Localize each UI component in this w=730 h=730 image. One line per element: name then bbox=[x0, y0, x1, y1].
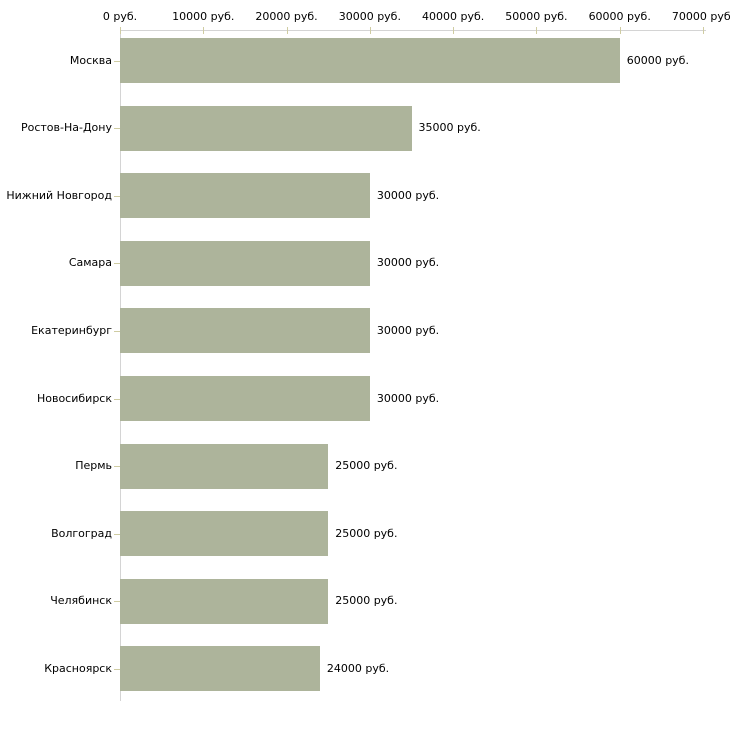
value-label: 30000 руб. bbox=[376, 323, 440, 337]
y-tick-mark bbox=[114, 195, 120, 197]
x-tick-label: 50000 руб. bbox=[505, 10, 568, 23]
bar bbox=[120, 511, 329, 557]
x-tick-mark bbox=[453, 27, 455, 34]
category-label: Нижний Новгород bbox=[6, 188, 112, 202]
bar bbox=[120, 376, 370, 421]
value-label: 25000 руб. bbox=[335, 594, 398, 608]
bar bbox=[120, 578, 329, 624]
y-tick-mark bbox=[114, 263, 120, 265]
x-tick-label: 60000 руб. bbox=[588, 10, 651, 23]
x-tick-label: 30000 руб. bbox=[338, 10, 401, 23]
x-tick-mark bbox=[703, 27, 704, 34]
x-tick-mark bbox=[120, 27, 121, 34]
x-tick-mark bbox=[369, 27, 371, 34]
x-tick-mark bbox=[619, 27, 621, 34]
category-label: Пермь bbox=[75, 459, 112, 473]
y-axis-line bbox=[120, 30, 121, 701]
value-label: 30000 руб. bbox=[376, 391, 440, 405]
x-tick-label: 70000 руб. bbox=[671, 10, 730, 23]
bar bbox=[120, 240, 370, 286]
x-tick-mark bbox=[286, 27, 288, 34]
x-tick-label: 20000 руб. bbox=[255, 10, 318, 23]
y-tick-mark bbox=[114, 668, 120, 670]
y-tick-mark bbox=[114, 466, 120, 468]
value-label: 35000 руб. bbox=[418, 121, 481, 135]
category-label: Москва bbox=[69, 53, 112, 67]
value-label: 25000 руб. bbox=[335, 459, 398, 473]
category-label: Красноярск bbox=[44, 661, 112, 675]
y-tick-mark bbox=[114, 128, 120, 130]
bar bbox=[120, 443, 329, 489]
bar bbox=[120, 105, 412, 151]
bar bbox=[120, 646, 320, 692]
y-tick-mark bbox=[114, 330, 120, 332]
x-tick-mark bbox=[536, 27, 538, 34]
x-tick-label: 40000 руб. bbox=[422, 10, 485, 23]
bar bbox=[120, 308, 370, 354]
category-label: Ростов-На-Дону bbox=[20, 121, 112, 135]
value-label: 30000 руб. bbox=[376, 256, 440, 270]
category-label: Челябинск bbox=[50, 594, 112, 608]
y-tick-mark bbox=[114, 398, 120, 400]
category-label: Волгоград bbox=[51, 526, 112, 540]
y-tick-mark bbox=[114, 60, 120, 62]
bar bbox=[120, 38, 620, 83]
category-label: Новосибирск bbox=[36, 391, 112, 405]
x-axis-line bbox=[120, 30, 706, 31]
y-tick-mark bbox=[114, 601, 120, 603]
x-tick-label: 10000 руб. bbox=[172, 10, 235, 23]
value-label: 25000 руб. bbox=[335, 526, 398, 540]
x-tick-label: 0 руб. bbox=[102, 10, 138, 23]
bar bbox=[120, 173, 370, 219]
value-label: 24000 руб. bbox=[326, 661, 390, 675]
value-label: 60000 руб. bbox=[626, 53, 689, 67]
y-tick-mark bbox=[114, 533, 120, 535]
category-label: Самара bbox=[68, 256, 112, 270]
x-tick-mark bbox=[203, 27, 205, 34]
value-label: 30000 руб. bbox=[376, 188, 440, 202]
category-label: Екатеринбург bbox=[31, 323, 112, 337]
